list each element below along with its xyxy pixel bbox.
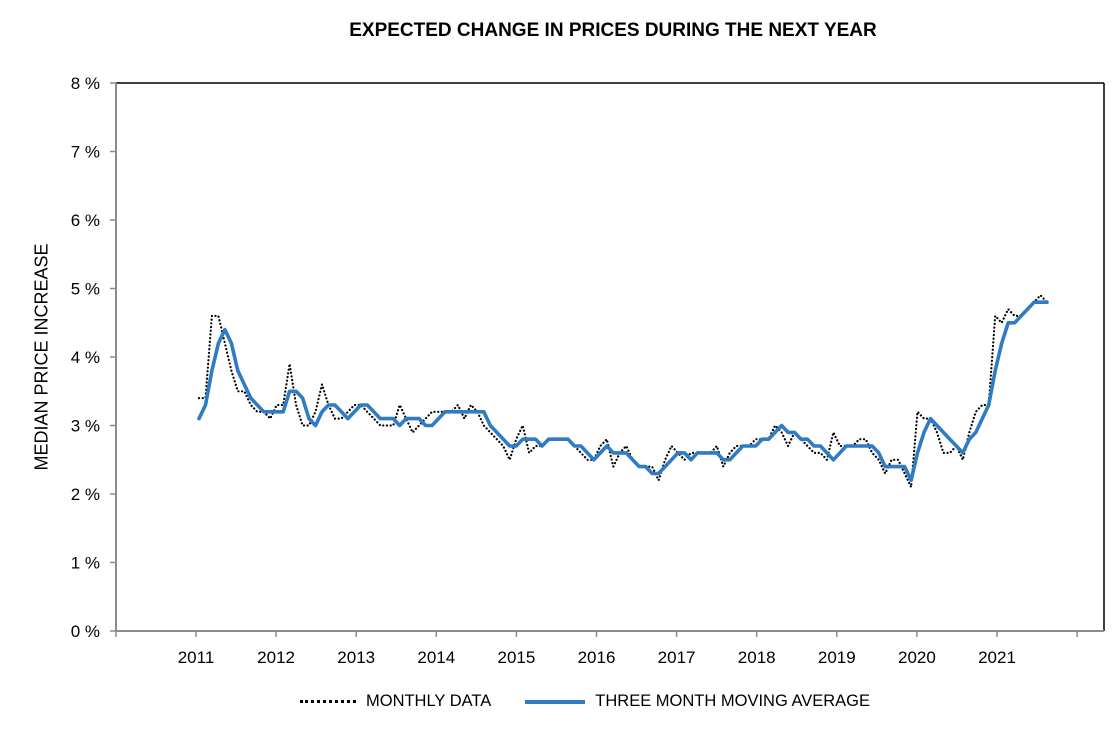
legend-swatch-solid xyxy=(525,699,586,704)
legend-item-moving-average: THREE MONTH MOVING AVERAGE xyxy=(525,692,870,711)
x-tick-label: 2017 xyxy=(658,648,696,667)
legend-label: THREE MONTH MOVING AVERAGE xyxy=(595,692,871,710)
x-tick-label: 2018 xyxy=(738,648,776,667)
x-tick-label: 2014 xyxy=(417,648,455,667)
y-tick-label: 1 % xyxy=(71,554,100,573)
series-moving-average-line xyxy=(197,300,1049,483)
x-tick-label: 2012 xyxy=(257,648,295,667)
y-tick-label: 6 % xyxy=(71,211,100,230)
x-tick-label: 2013 xyxy=(337,648,375,667)
series-monthly-data-line xyxy=(197,294,1049,489)
x-tick-label: 2019 xyxy=(818,648,856,667)
x-tick-label: 2015 xyxy=(497,648,535,667)
y-axis: 0 % 1 % 2 % 3 % 4 % 5 % 6 % 7 % 8 % xyxy=(71,74,117,641)
x-tick-label: 2020 xyxy=(898,648,936,667)
y-tick-label: 3 % xyxy=(71,417,100,436)
x-tick-label: 2011 xyxy=(178,648,215,667)
y-tick-label: 5 % xyxy=(71,280,100,299)
y-tick-label: 0 % xyxy=(71,622,100,641)
legend-item-monthly: MONTHLY DATA xyxy=(299,692,492,711)
legend: MONTHLY DATA THREE MONTH MOVING AVERAGE xyxy=(0,692,1120,711)
x-axis: 2011 2012 2013 2014 2015 2016 2017 2018 2019 2020… xyxy=(115,630,1104,667)
y-tick-label: 2 % xyxy=(71,485,100,504)
plot-frame xyxy=(116,82,1105,631)
chart-title: EXPECTED CHANGE IN PRICES DURING THE NEX… xyxy=(349,20,877,41)
legend-label: MONTHLY DATA xyxy=(365,692,492,710)
legend-swatch-dotted xyxy=(299,700,356,703)
x-tick-label: 2016 xyxy=(578,648,616,667)
y-tick-label: 8 % xyxy=(71,74,100,93)
y-tick-label: 7 % xyxy=(71,143,100,162)
series-group xyxy=(197,294,1049,489)
x-tick-label: 2021 xyxy=(978,648,1016,667)
y-tick-label: 4 % xyxy=(71,348,100,367)
